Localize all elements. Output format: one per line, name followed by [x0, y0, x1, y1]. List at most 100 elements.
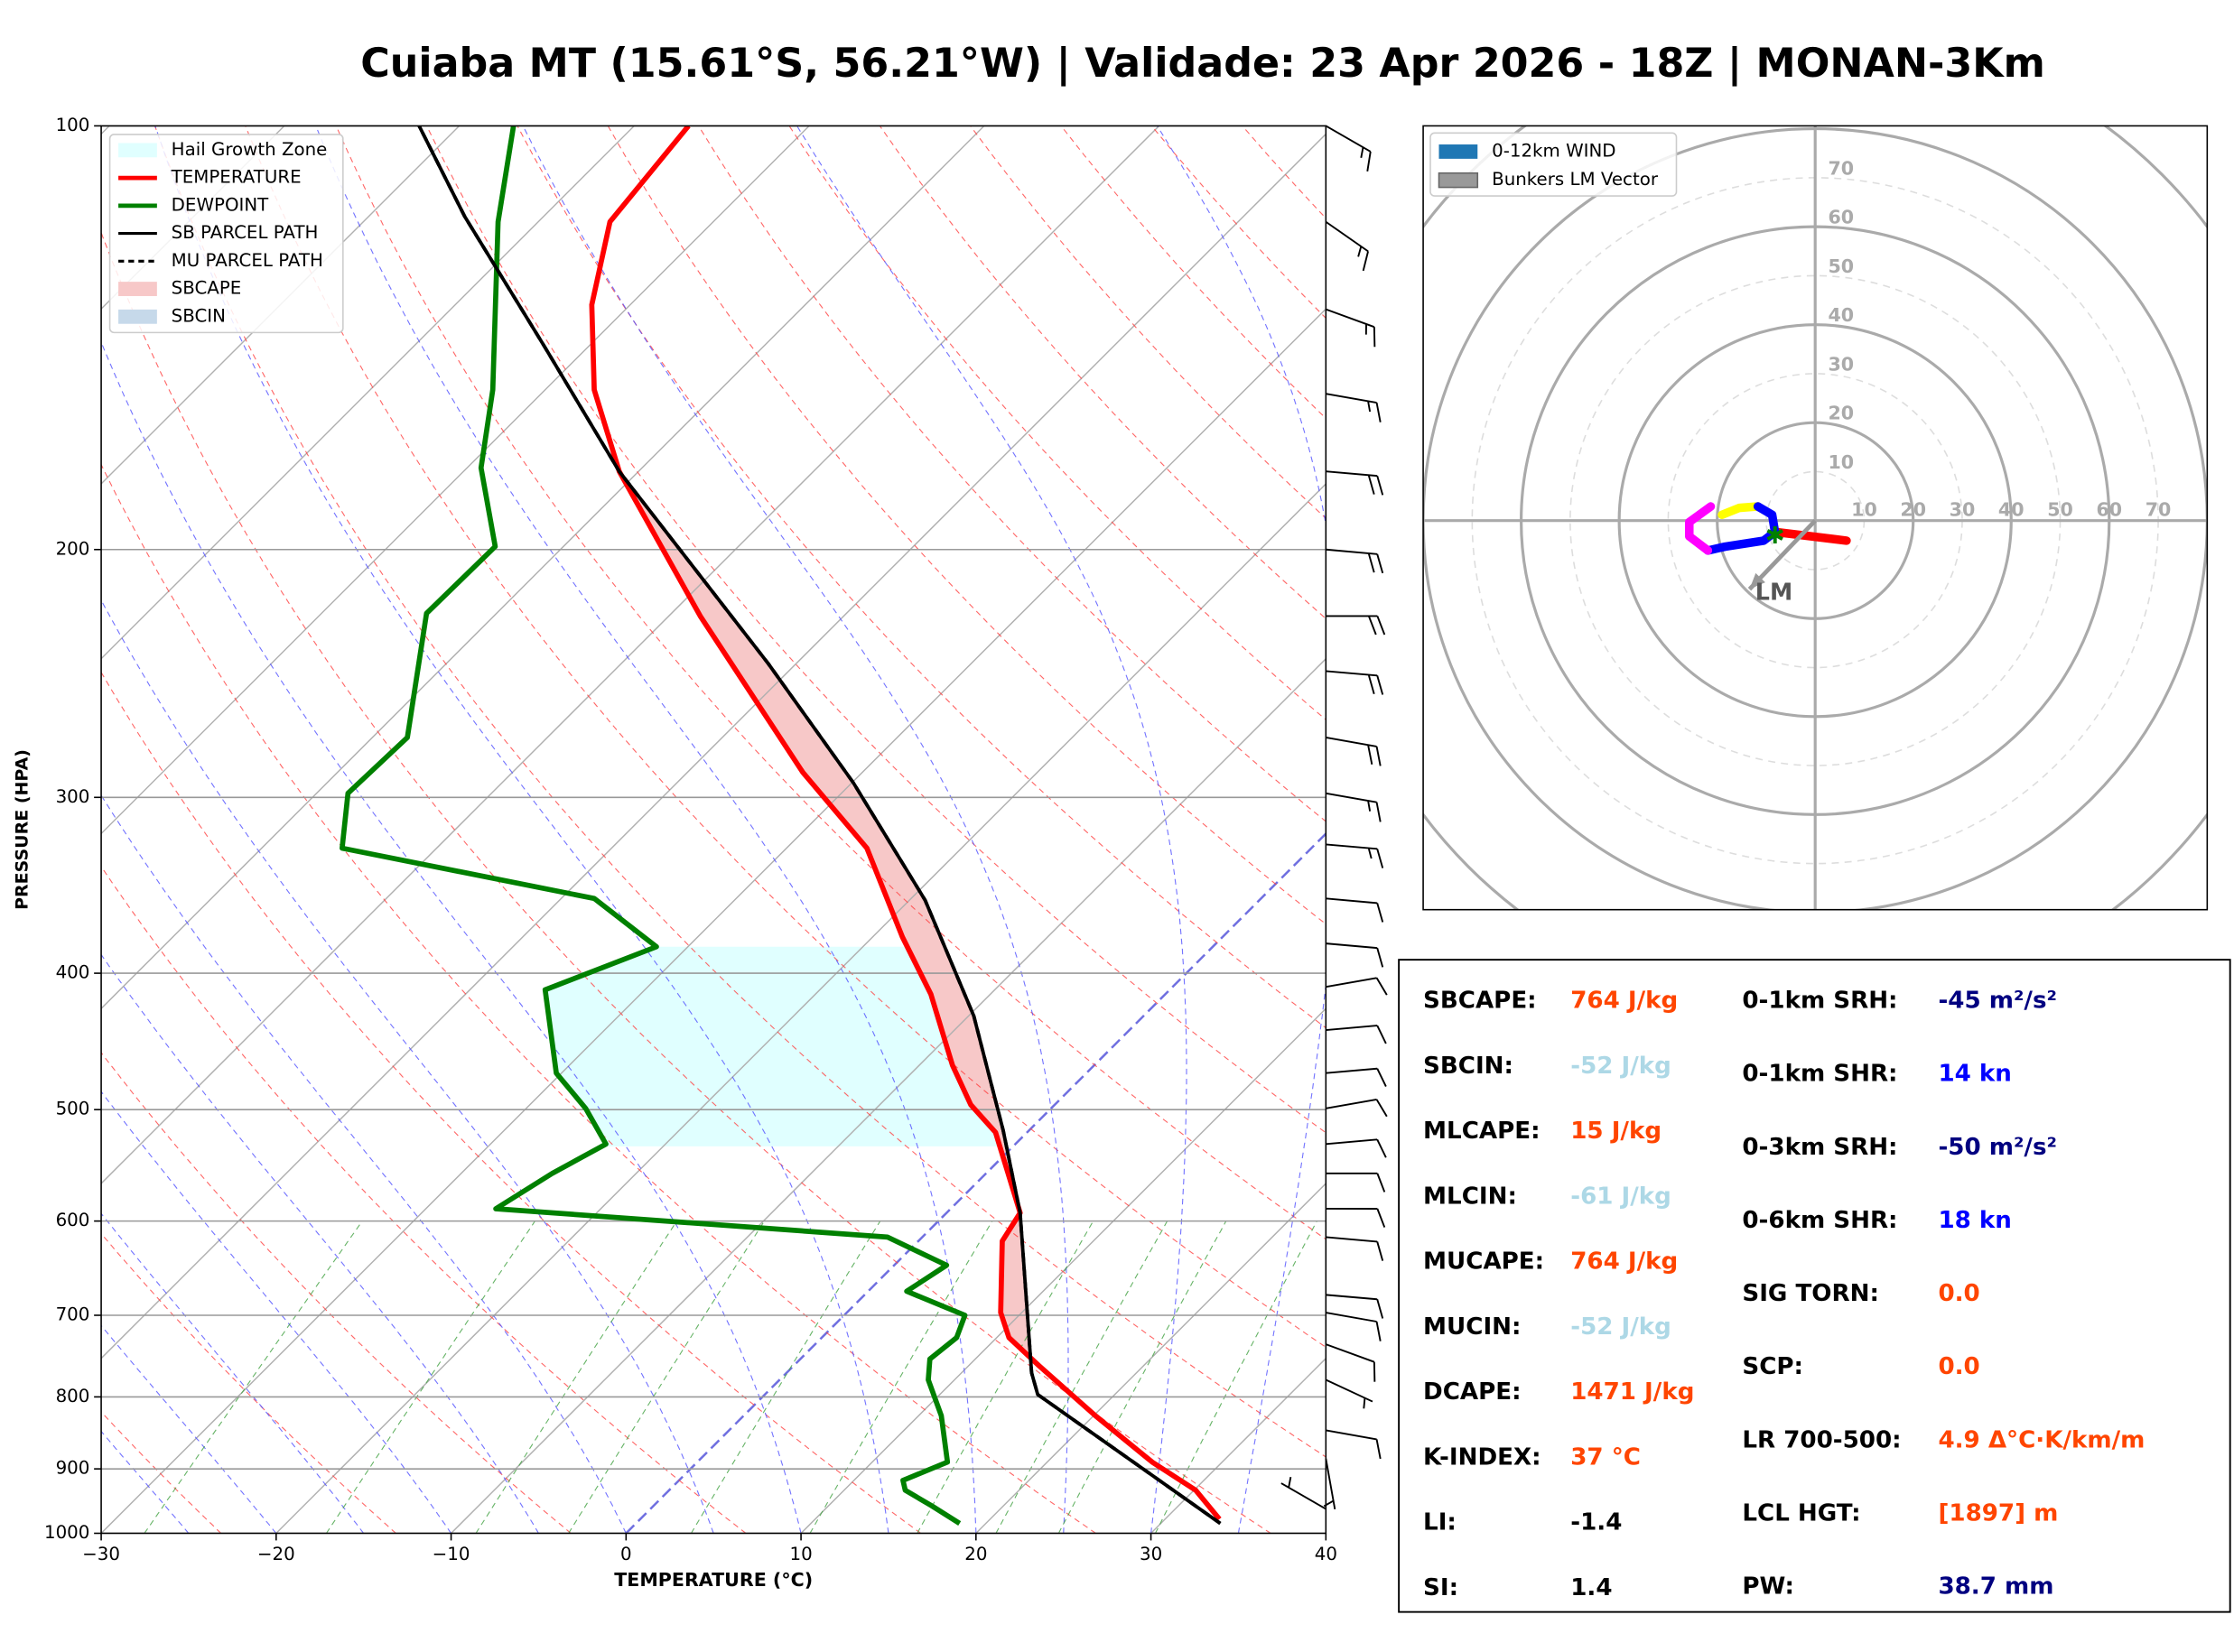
x-tick-label: 20 [964, 1544, 987, 1564]
plot-frame [100, 125, 1327, 1535]
stat-value: 18 kn [1938, 1207, 2011, 1234]
page-title: Cuiaba MT (15.61°S, 56.21°W) | Validade:… [360, 41, 2045, 87]
stat-label: LI: [1423, 1509, 1457, 1536]
isotherm [101, 125, 985, 1010]
wind-barb [1325, 308, 1376, 348]
dry-adiabat [101, 865, 747, 1534]
stat-value: 14 kn [1938, 1061, 2011, 1088]
moist-adiabat [101, 340, 802, 1534]
stat-label: LCL HGT: [1742, 1499, 1860, 1527]
hodograph-trace [1753, 502, 1780, 536]
stat-value: 4.9 Δ°C·K/km/m [1938, 1426, 2145, 1453]
moist-adiabat [101, 599, 714, 1534]
stat-label: MLCAPE: [1423, 1118, 1540, 1145]
x-tick-label: 40 [1315, 1544, 1337, 1564]
y-tick-label: 400 [56, 962, 90, 983]
wind-barb [1326, 737, 1382, 766]
stat-value: [1897] m [1938, 1499, 2058, 1527]
wind-barb [1325, 1343, 1376, 1382]
legend-swatch [1438, 144, 1478, 159]
hodo-tick-label: 70 [1828, 157, 1854, 179]
isotherm [800, 1007, 1326, 1534]
stat-label: SI: [1423, 1574, 1458, 1601]
stat-value: 0.0 [1938, 1280, 1979, 1307]
stat-value: 15 J/kg [1570, 1118, 1662, 1145]
x-tick-label: 0 [620, 1544, 632, 1564]
isotherm [101, 133, 1326, 1360]
isotherm [101, 125, 285, 311]
dry-adiabat [101, 231, 1271, 1534]
wind-barb [1326, 897, 1384, 923]
y-tick-label: 900 [56, 1458, 90, 1479]
stat-value: -52 J/kg [1570, 1313, 1671, 1341]
moist-adiabat [101, 794, 627, 1534]
moist-adiabat [101, 1212, 365, 1534]
wind-barb [1326, 548, 1384, 574]
moist-adiabat [101, 1430, 190, 1534]
skewt-legend: Hail Growth Zone TEMPERATURE DEWPOINT SB PA… [108, 134, 344, 334]
dry-adiabat [101, 463, 1096, 1534]
dry-adiabat [245, 125, 1326, 1349]
stat-label: DCAPE: [1423, 1378, 1522, 1406]
x-tick-label: 10 [789, 1544, 812, 1564]
stat-value: 1.4 [1570, 1574, 1612, 1601]
wind-barb [1326, 1025, 1387, 1044]
isotherm [101, 125, 1160, 1184]
wind-barb [1326, 1236, 1384, 1261]
hodo-tick-label: 60 [2096, 499, 2122, 521]
wind-barb [1326, 792, 1382, 822]
bunkers-label: LM [1755, 578, 1792, 605]
mixing-ratio-line [475, 1220, 677, 1534]
bunkers-arrowhead [1749, 572, 1765, 589]
moist-adiabat [1157, 125, 1326, 1534]
stat-label: 0-3km SRH: [1742, 1134, 1897, 1161]
isotherm [975, 1182, 1326, 1534]
hodo-tick-label: 20 [1828, 403, 1854, 424]
hodo-tick-label: 20 [1900, 499, 1926, 521]
mixing-ratio-line [917, 1220, 1094, 1534]
hodo-legend-frame [1429, 132, 1678, 197]
y-tick-label: 700 [56, 1304, 90, 1324]
skewt-plot [101, 125, 1326, 1534]
hodo-tick-label: 40 [1998, 499, 2025, 521]
stats-box [1398, 959, 2231, 1613]
legend-swatch [118, 143, 157, 158]
legend-label: TEMPERATURE [171, 167, 302, 188]
x-tick-label: −20 [257, 1544, 295, 1564]
wind-barb [1325, 220, 1369, 272]
wind-barb [1326, 942, 1384, 968]
stat-label: 0-1km SHR: [1742, 1061, 1897, 1088]
mixing-ratio-line [809, 1220, 993, 1534]
stat-value: 38.7 mm [1938, 1573, 2053, 1601]
stat-value: 764 J/kg [1570, 1248, 1678, 1276]
legend-label: SBCIN [172, 305, 226, 326]
hodo-tick-label: 50 [2047, 499, 2073, 521]
wind-barb [1326, 1172, 1386, 1193]
mixing-ratio-line [325, 1220, 535, 1534]
isotherm [101, 308, 1326, 1534]
x-axis-label: TEMPERATURE (°C) [614, 1569, 813, 1591]
stat-label: LR 700-500: [1742, 1426, 1901, 1453]
moist-adiabat [522, 125, 1069, 1534]
hail-growth-zone [545, 946, 1001, 1146]
wind-barb [1325, 125, 1372, 172]
moist-adiabat [796, 125, 1187, 1534]
stat-value: -50 m²/s² [1938, 1134, 2056, 1161]
stat-label: MUCAPE: [1423, 1248, 1544, 1276]
wind-barb [1325, 1378, 1373, 1409]
stat-value: -52 J/kg [1570, 1053, 1671, 1080]
stat-label: SCP: [1742, 1353, 1803, 1380]
wind-barb [1326, 1138, 1387, 1158]
wind-barb [1280, 1477, 1326, 1510]
wind-barb [1326, 393, 1382, 422]
wind-barb [1326, 1312, 1382, 1341]
stat-label: SIG TORN: [1742, 1280, 1879, 1307]
wind-barb [1326, 1429, 1382, 1460]
dry-adiabat [517, 125, 1326, 1029]
legend-label: 0-12km WIND [1492, 140, 1615, 161]
stat-value: -61 J/kg [1570, 1183, 1671, 1210]
hodo-tick-label: 30 [1828, 353, 1854, 375]
wind-barb [1326, 977, 1388, 996]
y-tick-label: 200 [56, 538, 90, 559]
